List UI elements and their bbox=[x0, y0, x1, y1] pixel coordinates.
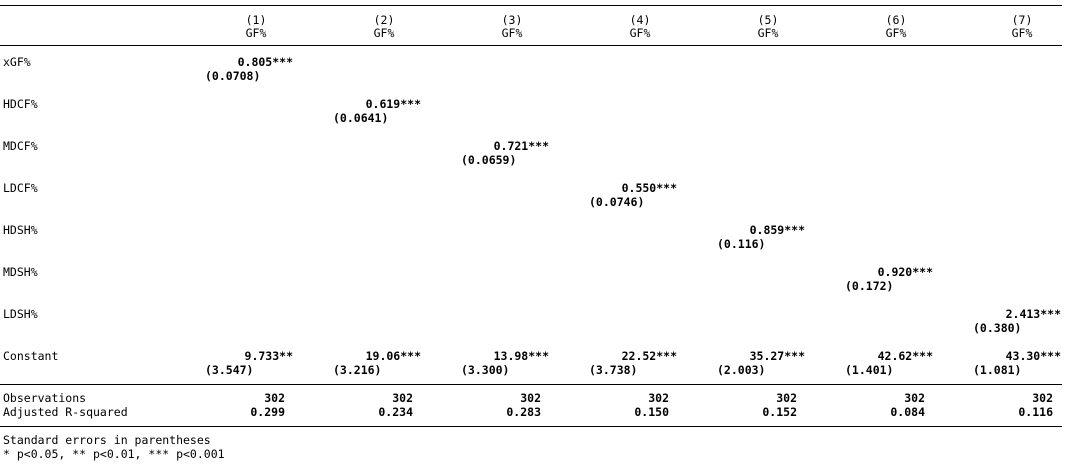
constant-standard-error: (1.081) bbox=[973, 363, 1022, 377]
observations-value: 302 bbox=[264, 391, 285, 405]
column-depvar: GF% bbox=[629, 26, 651, 40]
adj-r2-value: 0.084 bbox=[890, 405, 925, 419]
column-number: (7) bbox=[1011, 13, 1033, 27]
constant-coefficient: 43.30*** bbox=[1005, 349, 1061, 363]
observations-value: 302 bbox=[392, 391, 413, 405]
constant-coefficient: 19.06*** bbox=[365, 349, 421, 363]
column-depvar: GF% bbox=[245, 26, 267, 40]
column-header: (1) GF% bbox=[201, 14, 311, 40]
standard-error: (0.172) bbox=[845, 279, 894, 293]
constant-standard-error: (2.003) bbox=[717, 363, 766, 377]
column-header: (2) GF% bbox=[329, 14, 439, 40]
column-number: (1) bbox=[245, 13, 267, 27]
column-number: (3) bbox=[501, 13, 523, 27]
column-number: (5) bbox=[757, 13, 779, 27]
adj-r2-value: 0.152 bbox=[762, 405, 797, 419]
standard-error: (0.0708) bbox=[205, 69, 261, 83]
row-label-adj-r2: Adjusted R-squared bbox=[3, 405, 128, 419]
standard-error: (0.0641) bbox=[333, 111, 389, 125]
coefficient: 0.619*** bbox=[365, 97, 421, 111]
top-rule bbox=[0, 5, 1062, 6]
column-depvar: GF% bbox=[373, 26, 395, 40]
constant-standard-error: (1.401) bbox=[845, 363, 894, 377]
coefficient: 0.805*** bbox=[237, 55, 293, 69]
coefficient: 0.920*** bbox=[877, 265, 933, 279]
coefficient: 2.413*** bbox=[1005, 307, 1061, 321]
row-label: MDSH% bbox=[3, 265, 38, 279]
table-note-se: Standard errors in parentheses bbox=[3, 433, 211, 447]
standard-error: (0.380) bbox=[973, 321, 1022, 335]
column-depvar: GF% bbox=[501, 26, 523, 40]
column-number: (2) bbox=[373, 13, 395, 27]
constant-coefficient: 13.98*** bbox=[493, 349, 549, 363]
adj-r2-value: 0.283 bbox=[506, 405, 541, 419]
constant-standard-error: (3.300) bbox=[461, 363, 510, 377]
coefficient: 0.721*** bbox=[493, 139, 549, 153]
constant-coefficient: 9.733** bbox=[244, 349, 293, 363]
observations-value: 302 bbox=[776, 391, 797, 405]
coefficient: 0.859*** bbox=[749, 223, 805, 237]
observations-value: 302 bbox=[648, 391, 669, 405]
observations-value: 302 bbox=[904, 391, 925, 405]
standard-error: (0.0659) bbox=[461, 153, 517, 167]
adj-r2-value: 0.150 bbox=[634, 405, 669, 419]
row-label: LDSH% bbox=[3, 307, 38, 321]
column-header: (4) GF% bbox=[585, 14, 695, 40]
column-number: (6) bbox=[885, 13, 907, 27]
column-header: (6) GF% bbox=[841, 14, 951, 40]
row-label: HDSH% bbox=[3, 223, 38, 237]
standard-error: (0.0746) bbox=[589, 195, 645, 209]
adj-r2-value: 0.116 bbox=[1018, 405, 1053, 419]
column-number: (4) bbox=[629, 13, 651, 27]
coefficient: 0.550*** bbox=[621, 181, 677, 195]
row-label-constant: Constant bbox=[3, 349, 59, 363]
constant-coefficient: 42.62*** bbox=[877, 349, 933, 363]
constant-standard-error: (3.216) bbox=[333, 363, 382, 377]
row-label-observations: Observations bbox=[3, 391, 87, 405]
constant-coefficient: 35.27*** bbox=[749, 349, 805, 363]
observations-value: 302 bbox=[520, 391, 541, 405]
bottom-rule bbox=[0, 426, 1062, 427]
header-rule bbox=[0, 45, 1062, 46]
stats-rule bbox=[0, 384, 1062, 385]
row-label: xGF% bbox=[3, 55, 31, 69]
column-header: (5) GF% bbox=[713, 14, 823, 40]
row-label: MDCF% bbox=[3, 139, 38, 153]
adj-r2-value: 0.299 bbox=[250, 405, 285, 419]
column-header: (7) GF% bbox=[967, 14, 1068, 40]
row-label: LDCF% bbox=[3, 181, 38, 195]
column-header: (3) GF% bbox=[457, 14, 567, 40]
adj-r2-value: 0.234 bbox=[378, 405, 413, 419]
column-depvar: GF% bbox=[1011, 26, 1033, 40]
column-depvar: GF% bbox=[885, 26, 907, 40]
constant-standard-error: (3.547) bbox=[205, 363, 254, 377]
constant-standard-error: (3.738) bbox=[589, 363, 638, 377]
constant-coefficient: 22.52*** bbox=[621, 349, 677, 363]
column-depvar: GF% bbox=[757, 26, 779, 40]
table-note-significance: * p<0.05, ** p<0.01, *** p<0.001 bbox=[3, 447, 225, 461]
standard-error: (0.116) bbox=[717, 237, 766, 251]
row-label: HDCF% bbox=[3, 97, 38, 111]
observations-value: 302 bbox=[1032, 391, 1053, 405]
